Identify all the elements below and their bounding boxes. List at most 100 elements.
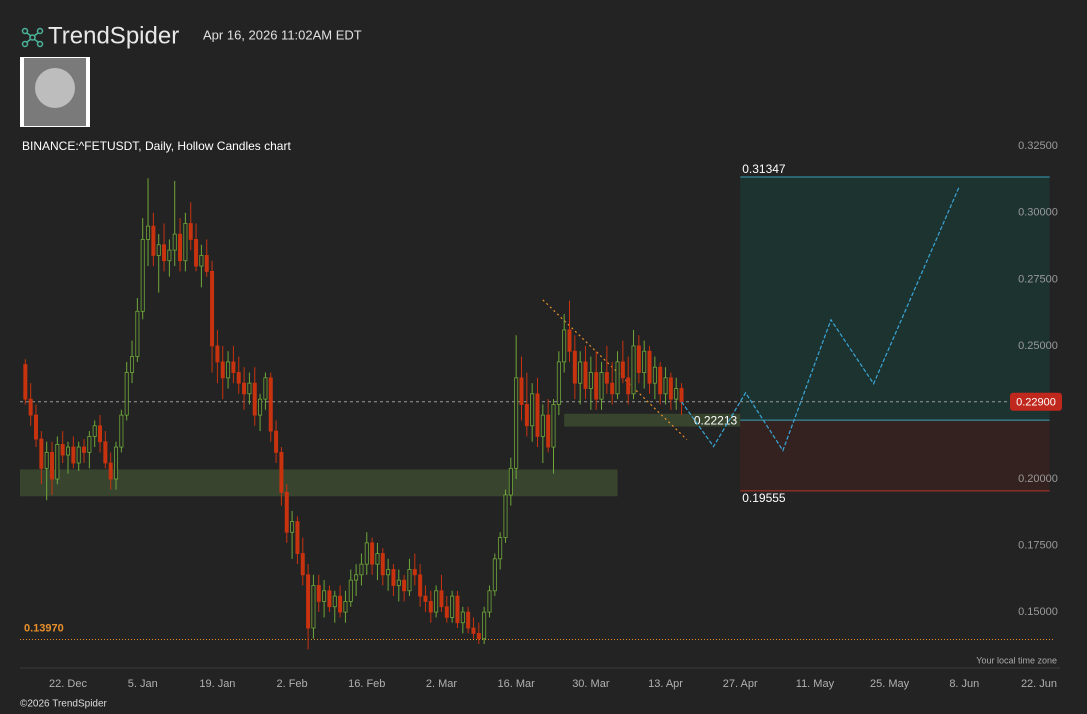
candle-body <box>647 350 652 384</box>
y-tick-label: 0.30000 <box>1018 207 1058 219</box>
candle-body <box>167 249 172 262</box>
candle-body <box>108 462 113 480</box>
candle-body <box>156 244 161 256</box>
candle-body <box>668 377 673 400</box>
candle-body <box>231 361 236 373</box>
y-tick-label: 0.25000 <box>1018 340 1058 352</box>
candle-body <box>332 595 337 608</box>
candle-body <box>524 404 529 427</box>
candle-body <box>615 361 620 395</box>
candle-body <box>370 542 375 565</box>
candle-body <box>594 372 599 400</box>
y-tick-label: 0.32500 <box>1018 140 1058 152</box>
candle-body <box>652 366 657 384</box>
candle-body <box>114 446 119 480</box>
candle-body <box>386 569 391 576</box>
candle-body <box>476 632 481 640</box>
candle-body <box>60 443 65 456</box>
candle-body <box>34 414 39 440</box>
x-tick-label: 5. Jan <box>128 678 158 690</box>
candle-body <box>82 446 87 453</box>
candle-body <box>620 361 625 379</box>
y-tick-label: 0.17500 <box>1018 539 1058 551</box>
x-tick-label: 8. Jun <box>949 678 979 690</box>
timezone-note: Your local time zone <box>976 655 1057 665</box>
candle-body <box>87 436 92 453</box>
candle-body <box>428 601 433 613</box>
candle-body <box>482 611 487 640</box>
candle-body <box>210 270 215 347</box>
candle-body <box>546 414 551 448</box>
candle-body <box>439 590 444 608</box>
candle-body <box>146 225 151 240</box>
candle-body <box>194 239 199 267</box>
candle-body <box>247 382 252 395</box>
candle-body <box>599 372 604 400</box>
candle-body <box>402 579 407 592</box>
timestamp: Apr 16, 2026 11:02AM EDT <box>203 27 362 42</box>
candle-body <box>215 345 220 363</box>
candle-body <box>354 574 359 581</box>
candle-body <box>50 451 55 480</box>
candle-body <box>178 233 183 262</box>
x-tick-label: 19. Jan <box>199 678 235 690</box>
candle-body <box>140 239 145 312</box>
x-tick-label: 22. Jun <box>1021 678 1057 690</box>
candle-body <box>604 372 609 384</box>
candle-body <box>503 494 508 538</box>
candle-body <box>162 244 167 262</box>
candle-body <box>679 388 684 403</box>
candle-body <box>407 569 412 592</box>
candle-body <box>263 377 268 400</box>
candle-body <box>204 255 209 272</box>
candle-body <box>172 233 177 251</box>
candle-body <box>220 361 225 379</box>
y-tick-label: 0.15000 <box>1018 606 1058 618</box>
trendline <box>542 299 688 441</box>
target-area <box>740 176 1050 421</box>
target-label: 0.31347 <box>742 162 786 176</box>
candle-body <box>610 382 615 395</box>
candle-body <box>23 364 28 400</box>
candle-body <box>562 329 567 363</box>
footer: ©2026 TrendSpider <box>20 699 108 710</box>
candle-body <box>338 595 343 613</box>
candle-body <box>455 595 460 624</box>
candle-body <box>412 569 417 576</box>
candle-body <box>71 446 76 464</box>
candle-body <box>236 372 241 384</box>
candle-body <box>508 467 513 496</box>
candle-body <box>572 350 577 384</box>
candle-body <box>98 425 103 443</box>
zone <box>564 413 783 427</box>
candle-body <box>556 361 561 405</box>
candle-body <box>327 590 332 608</box>
candle-body <box>290 521 295 533</box>
level-label: 0.13970 <box>24 622 64 634</box>
x-tick-label: 27. Apr <box>723 678 758 690</box>
candle-body <box>348 579 353 602</box>
candle-body <box>663 377 668 395</box>
candle-body <box>658 366 663 395</box>
x-tick-label: 16. Feb <box>348 678 385 690</box>
candle-body <box>135 310 140 357</box>
candle-body <box>567 329 572 352</box>
x-tick-label: 2. Feb <box>276 678 307 690</box>
candle-body <box>636 345 641 373</box>
candle-body <box>119 414 124 448</box>
x-tick-label: 22. Dec <box>49 678 87 690</box>
candle-body <box>226 361 231 379</box>
candle-body <box>535 393 540 437</box>
avatar-face <box>35 68 75 108</box>
x-tick-label: 11. May <box>796 678 835 690</box>
candle-body <box>519 377 524 405</box>
candle-body <box>258 398 263 416</box>
candle-body <box>498 537 503 560</box>
x-tick-label: 2. Mar <box>426 678 458 690</box>
candle-body <box>588 372 593 389</box>
candle-body <box>300 553 305 576</box>
candle-body <box>380 553 385 576</box>
candle-body <box>252 382 257 416</box>
logo <box>21 27 44 48</box>
